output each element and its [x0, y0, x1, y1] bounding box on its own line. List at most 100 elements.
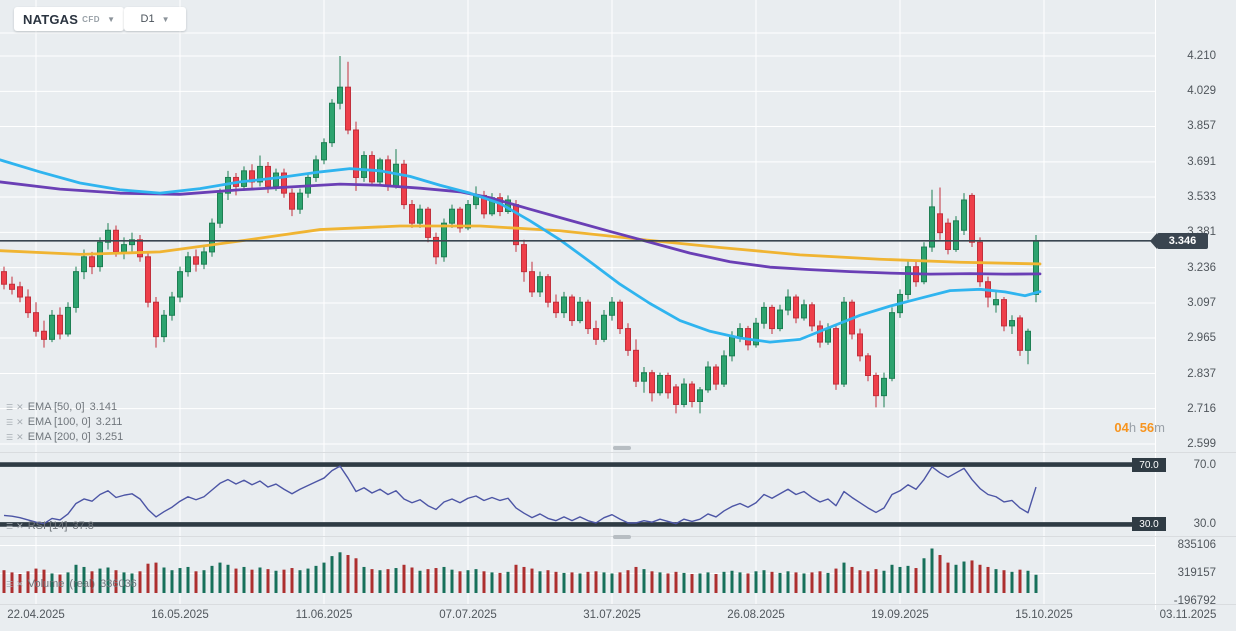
- candle-body: [313, 159, 319, 178]
- indicator-remove-icon[interactable]: ✕: [16, 401, 24, 412]
- volume-bar: [258, 567, 262, 593]
- pane-resize-handle[interactable]: [613, 535, 631, 539]
- candle-body: [137, 239, 143, 258]
- candle-body: [769, 306, 775, 330]
- axis-separator: [0, 604, 1236, 605]
- price-tick-label: 3.857: [1187, 120, 1216, 133]
- volume-bar: [146, 563, 150, 593]
- candle-body: [665, 375, 671, 394]
- candle-body: [561, 296, 567, 314]
- symbol-selector[interactable]: NATGAS CFD ▼: [14, 7, 124, 31]
- volume-bar: [202, 570, 206, 593]
- current-price-badge: 3.346: [1150, 233, 1208, 249]
- time-axis[interactable]: 22.04.2025 16.05.2025 11.06.2025 07.07.2025…: [0, 604, 1236, 631]
- indicator-remove-icon[interactable]: ✕: [16, 520, 24, 531]
- candle-body: [753, 322, 759, 346]
- date-tick-label: 22.04.2025: [7, 609, 65, 621]
- volume-bar: [946, 562, 950, 593]
- timeframe-selector[interactable]: D1 ▼: [124, 7, 186, 31]
- rsi-line: [3, 465, 1037, 525]
- candle-body: [9, 283, 15, 290]
- candle-body: [345, 86, 351, 131]
- indicator-settings-icon[interactable]: ☰: [6, 521, 14, 531]
- pane-resize-handle[interactable]: [613, 446, 631, 450]
- indicator-settings-icon[interactable]: ☰: [6, 417, 14, 427]
- candle-body: [449, 208, 455, 224]
- volume-bar: [978, 564, 982, 593]
- candle-body: [793, 296, 799, 319]
- date-tick-label: 07.07.2025: [439, 609, 497, 621]
- volume-bar: [658, 572, 662, 593]
- candle-body: [1033, 240, 1039, 295]
- volume-bar: [34, 568, 38, 593]
- volume-bar: [74, 564, 78, 593]
- candle-body: [129, 239, 135, 246]
- candle-body: [865, 355, 871, 377]
- indicator-remove-icon[interactable]: ✕: [16, 578, 24, 589]
- volume-bar: [762, 570, 766, 593]
- candle-body: [185, 256, 191, 273]
- volume-bar: [770, 571, 774, 593]
- volume-bar: [162, 567, 166, 593]
- volume-bar: [834, 568, 838, 593]
- volume-bar: [890, 564, 894, 593]
- volume-bar: [2, 570, 6, 593]
- ema50-legend: ☰ ✕ EMA [50, 0] 3.141: [6, 401, 117, 413]
- date-tick-label: 31.07.2025: [583, 609, 641, 621]
- candle-body: [177, 271, 183, 298]
- candle-body: [905, 266, 911, 295]
- candle-body: [1001, 299, 1007, 327]
- price-tick-label: 3.533: [1187, 191, 1216, 204]
- date-tick-label: 03.11.2025: [1159, 609, 1217, 621]
- countdown-minutes: 56: [1139, 420, 1155, 435]
- volume-bar: [610, 573, 614, 593]
- candle-body: [809, 304, 815, 327]
- indicator-remove-icon[interactable]: ✕: [16, 431, 24, 442]
- candle-body: [417, 208, 423, 224]
- volume-bar: [490, 572, 494, 593]
- volume-bar: [818, 571, 822, 593]
- candle-body: [209, 222, 215, 253]
- volume-bar: [594, 571, 598, 593]
- candle-body: [297, 192, 303, 210]
- price-axis[interactable]: 4.2104.0293.8573.6913.5333.3813.2363.097…: [1160, 0, 1236, 631]
- volume-bar: [106, 567, 110, 593]
- price-tick-label: 3.097: [1187, 296, 1216, 309]
- volume-bar: [1002, 570, 1006, 593]
- indicator-settings-icon[interactable]: ☰: [6, 432, 14, 442]
- indicator-remove-icon[interactable]: ✕: [16, 416, 24, 427]
- volume-bar: [90, 571, 94, 593]
- rsi-30-badge: 30.0: [1132, 517, 1166, 531]
- price-tick-label: 2.599: [1187, 438, 1216, 450]
- volume-bar: [642, 569, 646, 593]
- volume-bar: [466, 570, 470, 593]
- countdown-hours: 04: [1114, 420, 1129, 435]
- candle-body: [649, 372, 655, 394]
- volume-bar: [962, 561, 966, 593]
- volume-bar: [938, 555, 942, 593]
- volume-bar: [650, 571, 654, 593]
- volume-bar: [362, 566, 366, 593]
- volume-bar: [410, 567, 414, 593]
- candle-body: [273, 172, 279, 187]
- volume-bar: [570, 572, 574, 593]
- indicator-settings-icon[interactable]: ☰: [6, 579, 14, 589]
- volume-bar: [914, 568, 918, 593]
- timeframe-label: D1: [140, 13, 155, 25]
- indicator-settings-icon[interactable]: ☰: [6, 402, 14, 412]
- volume-bar: [130, 573, 134, 593]
- candle-body: [873, 375, 879, 397]
- ema100-legend: ☰ ✕ EMA [100, 0] 3.211: [6, 416, 122, 428]
- volume-bar: [1010, 571, 1014, 593]
- candle-body: [337, 86, 343, 104]
- volume-bar: [226, 564, 230, 593]
- volume-bar: [154, 562, 158, 593]
- volume-bar: [562, 572, 566, 593]
- candle-body: [537, 276, 543, 293]
- price-tick-label: 4.029: [1187, 85, 1216, 98]
- candle-body: [633, 349, 639, 382]
- volume-bar: [778, 572, 782, 593]
- candle-body: [201, 251, 207, 265]
- candle-body: [529, 271, 535, 293]
